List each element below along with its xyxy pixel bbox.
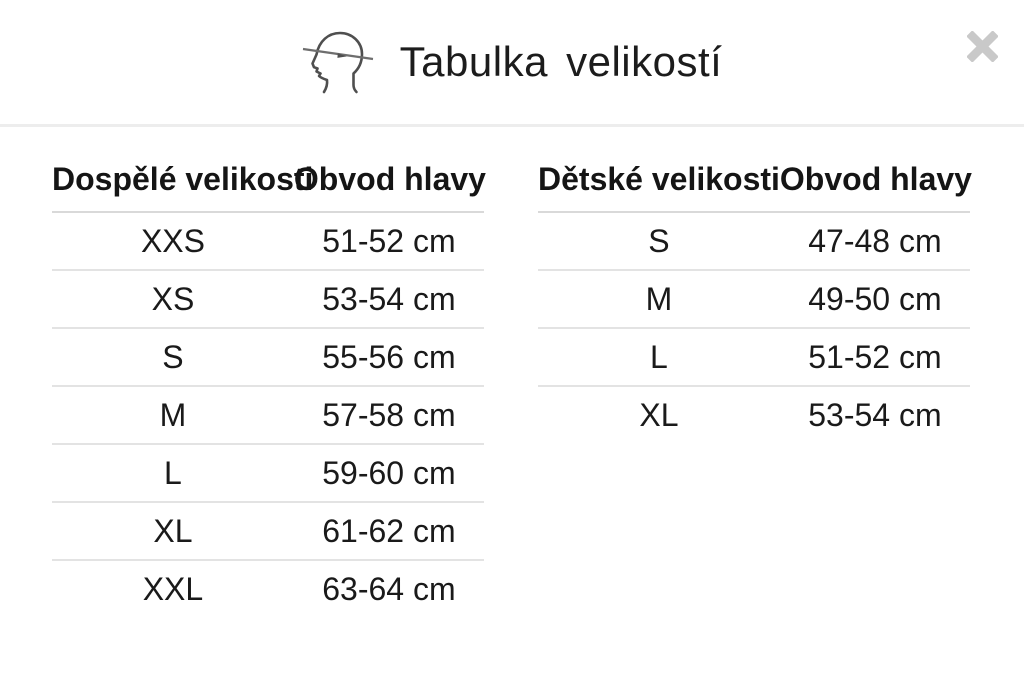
size-tables-container: Dospělé velikosti Obvod hlavy XXS 51-52 cm… (0, 127, 1024, 617)
head-circumference-cell: 47-48 cm (779, 212, 970, 271)
size-cell: M (52, 386, 294, 445)
table-row: L 51-52 cm (538, 328, 970, 387)
head-circumference-cell: 59-60 cm (293, 444, 484, 503)
close-button[interactable] (960, 26, 1004, 70)
table-row: XL 53-54 cm (538, 386, 970, 443)
table-header-row: Dětské velikosti Obvod hlavy (538, 161, 972, 213)
head-circumference-cell: 63-64 cm (322, 571, 456, 607)
table-row: S 55-56 cm (52, 328, 484, 387)
table-row: L 59-60 cm (52, 444, 484, 503)
column-header: Dospělé velikosti (52, 161, 313, 213)
size-cell: XS (52, 270, 294, 329)
head-circumference-cell: 51-52 cm (779, 328, 970, 387)
size-cell: XXS (52, 212, 294, 271)
head-circumference-cell: 55-56 cm (293, 328, 484, 387)
head-circumference-cell: 53-54 cm (808, 397, 942, 433)
size-cell: M (538, 270, 780, 329)
modal-header: Tabulka velikostí (0, 0, 1024, 127)
table-row: M 57-58 cm (52, 386, 484, 445)
head-measurement-icon (302, 24, 374, 101)
head-circumference-cell: 51-52 cm (293, 212, 484, 271)
table-row: XL 61-62 cm (52, 502, 484, 561)
table-row: XXL 63-64 cm (52, 560, 484, 617)
table-row: XS 53-54 cm (52, 270, 484, 329)
children-sizes-table: Dětské velikosti Obvod hlavy S 47-48 cm M 49… (538, 161, 972, 443)
size-cell: S (538, 212, 780, 271)
table-header-row: Dospělé velikosti Obvod hlavy (52, 161, 486, 213)
head-circumference-cell: 53-54 cm (293, 270, 484, 329)
head-circumference-cell: 57-58 cm (293, 386, 484, 445)
head-circumference-cell: 49-50 cm (779, 270, 970, 329)
close-icon (966, 30, 998, 65)
size-cell: L (52, 444, 294, 503)
table-row: S 47-48 cm (538, 212, 970, 271)
size-cell: XL (52, 502, 294, 561)
table-row: XXS 51-52 cm (52, 212, 484, 271)
column-header: Dětské velikosti (538, 161, 780, 213)
size-cell: S (52, 328, 294, 387)
size-cell: XXL (142, 571, 204, 607)
adult-sizes-table: Dospělé velikosti Obvod hlavy XXS 51-52 cm… (52, 161, 486, 617)
table-row: M 49-50 cm (538, 270, 970, 329)
modal-title: Tabulka velikostí (399, 38, 723, 85)
column-header: Obvod hlavy (293, 161, 486, 213)
column-header: Obvod hlavy (779, 161, 972, 213)
head-circumference-cell: 61-62 cm (293, 502, 484, 561)
size-cell: XL (639, 397, 679, 433)
size-cell: L (538, 328, 780, 387)
